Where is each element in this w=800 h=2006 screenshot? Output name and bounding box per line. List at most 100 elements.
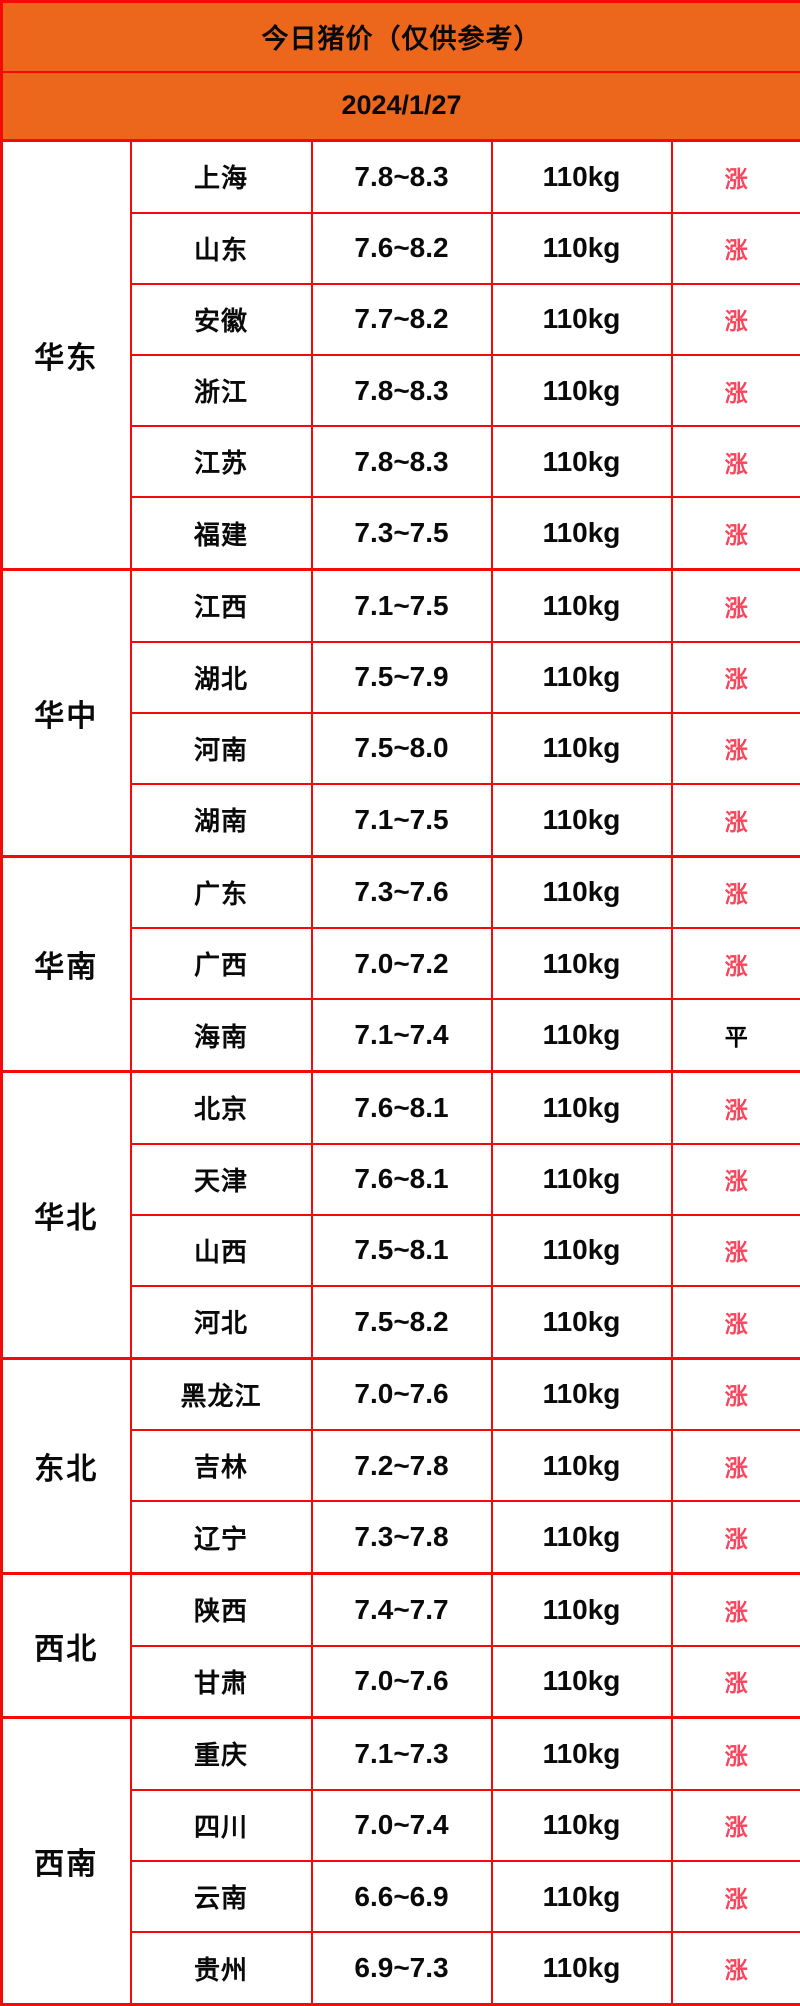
table-row: 吉林 7.2~7.8 110kg 涨 xyxy=(2,1429,800,1503)
price-cell: 7.6~8.2 xyxy=(310,211,493,285)
trend-cell: 涨 xyxy=(670,782,800,858)
price-cell: 7.5~8.2 xyxy=(310,1284,493,1360)
province-cell: 贵州 xyxy=(129,1931,313,2006)
weight-cell: 110kg xyxy=(490,567,673,643)
trend-cell: 涨 xyxy=(670,1069,800,1145)
table-row: 湖南 7.1~7.5 110kg 涨 xyxy=(2,782,800,858)
price-cell: 7.0~7.6 xyxy=(310,1644,493,1719)
trend-cell: 涨 xyxy=(670,1142,800,1216)
table-row: 安徽 7.7~8.2 110kg 涨 xyxy=(2,282,800,356)
trend-cell: 涨 xyxy=(670,1429,800,1503)
price-cell: 7.0~7.2 xyxy=(310,927,493,1001)
trend-cell: 平 xyxy=(670,998,800,1073)
province-cell: 广西 xyxy=(129,927,313,1001)
price-cell: 7.6~8.1 xyxy=(310,1069,493,1145)
trend-cell: 涨 xyxy=(670,1500,800,1575)
weight-cell: 110kg xyxy=(490,1142,673,1216)
table-row: 西南 重庆 7.1~7.3 110kg 涨 xyxy=(0,1716,800,2006)
weight-cell: 110kg xyxy=(490,711,673,785)
table-row: 西北 陕西 7.4~7.7 110kg 涨 xyxy=(0,1571,800,1719)
trend-cell: 涨 xyxy=(670,1931,800,2006)
province-cell: 陕西 xyxy=(129,1571,313,1647)
table-row: 天津 7.6~8.1 110kg 涨 xyxy=(2,1142,800,1216)
table-row: 华北 北京 7.6~8.1 110kg 涨 xyxy=(0,1069,800,1360)
weight-cell: 110kg xyxy=(490,1571,673,1647)
table-row: 甘肃 7.0~7.6 110kg 涨 xyxy=(2,1644,800,1719)
table-row: 广西 7.0~7.2 110kg 涨 xyxy=(2,927,800,1001)
province-cell: 广东 xyxy=(129,854,313,930)
province-cell: 四川 xyxy=(129,1788,313,1862)
province-cell: 天津 xyxy=(129,1142,313,1216)
table-date-row: 2024/1/27 xyxy=(0,70,800,142)
price-cell: 7.8~8.3 xyxy=(310,138,493,214)
price-cell: 7.8~8.3 xyxy=(310,425,493,499)
trend-cell: 涨 xyxy=(670,711,800,785)
weight-cell: 110kg xyxy=(490,1788,673,1862)
province-cell: 云南 xyxy=(129,1859,313,1934)
trend-cell: 涨 xyxy=(670,1716,800,1791)
trend-cell: 涨 xyxy=(670,1644,800,1719)
weight-cell: 110kg xyxy=(490,1429,673,1503)
table-row: 河北 7.5~8.2 110kg 涨 xyxy=(2,1284,800,1360)
trend-cell: 涨 xyxy=(670,1788,800,1862)
price-cell: 7.5~8.1 xyxy=(310,1213,493,1287)
table-date: 2024/1/27 xyxy=(0,70,800,142)
table-row: 华中 江西 7.1~7.5 110kg 涨 xyxy=(0,567,800,858)
price-cell: 7.1~7.4 xyxy=(310,998,493,1073)
province-cell: 辽宁 xyxy=(129,1500,313,1575)
weight-cell: 110kg xyxy=(490,1859,673,1934)
weight-cell: 110kg xyxy=(490,998,673,1073)
weight-cell: 110kg xyxy=(490,496,673,571)
table-row: 四川 7.0~7.4 110kg 涨 xyxy=(2,1788,800,1862)
table-row: 江苏 7.8~8.3 110kg 涨 xyxy=(2,425,800,499)
province-cell: 吉林 xyxy=(129,1429,313,1503)
weight-cell: 110kg xyxy=(490,640,673,714)
province-cell: 湖南 xyxy=(129,782,313,858)
table-row: 辽宁 7.3~7.8 110kg 涨 xyxy=(2,1500,800,1575)
province-cell: 海南 xyxy=(129,998,313,1073)
trend-cell: 涨 xyxy=(670,282,800,356)
trend-cell: 涨 xyxy=(670,567,800,643)
table-row: 华南 广东 7.3~7.6 110kg 涨 xyxy=(0,854,800,1073)
weight-cell: 110kg xyxy=(490,1284,673,1360)
table-row: 山东 7.6~8.2 110kg 涨 xyxy=(2,211,800,285)
price-cell: 7.4~7.7 xyxy=(310,1571,493,1647)
province-cell: 河南 xyxy=(129,711,313,785)
price-cell: 7.2~7.8 xyxy=(310,1429,493,1503)
province-cell: 安徽 xyxy=(129,282,313,356)
table-row: 海南 7.1~7.4 110kg 平 xyxy=(2,998,800,1073)
table-row: 华东 上海 7.8~8.3 110kg 涨 xyxy=(0,138,800,571)
table-row: 福建 7.3~7.5 110kg 涨 xyxy=(2,496,800,571)
price-cell: 7.7~8.2 xyxy=(310,282,493,356)
weight-cell: 110kg xyxy=(490,854,673,930)
trend-cell: 涨 xyxy=(670,138,800,214)
price-cell: 6.9~7.3 xyxy=(310,1931,493,2006)
weight-cell: 110kg xyxy=(490,211,673,285)
province-cell: 上海 xyxy=(129,138,313,214)
weight-cell: 110kg xyxy=(490,1213,673,1287)
weight-cell: 110kg xyxy=(490,1931,673,2006)
weight-cell: 110kg xyxy=(490,1716,673,1791)
province-cell: 福建 xyxy=(129,496,313,571)
region-cell: 西北 xyxy=(0,1571,132,1719)
trend-cell: 涨 xyxy=(670,211,800,285)
price-cell: 7.1~7.5 xyxy=(310,782,493,858)
province-cell: 山西 xyxy=(129,1213,313,1287)
trend-cell: 涨 xyxy=(670,1284,800,1360)
table-row: 东北 黑龙江 7.0~7.6 110kg 涨 xyxy=(0,1356,800,1575)
table-title-row: 今日猪价（仅供参考） xyxy=(0,0,800,73)
trend-cell: 涨 xyxy=(670,640,800,714)
province-cell: 江苏 xyxy=(129,425,313,499)
price-cell: 6.6~6.9 xyxy=(310,1859,493,1934)
trend-cell: 涨 xyxy=(670,425,800,499)
province-cell: 甘肃 xyxy=(129,1644,313,1719)
table-row: 浙江 7.8~8.3 110kg 涨 xyxy=(2,353,800,428)
weight-cell: 110kg xyxy=(490,782,673,858)
price-cell: 7.1~7.3 xyxy=(310,1716,493,1791)
trend-cell: 涨 xyxy=(670,353,800,428)
weight-cell: 110kg xyxy=(490,1644,673,1719)
price-cell: 7.6~8.1 xyxy=(310,1142,493,1216)
price-cell: 7.0~7.4 xyxy=(310,1788,493,1862)
price-cell: 7.5~7.9 xyxy=(310,640,493,714)
weight-cell: 110kg xyxy=(490,282,673,356)
